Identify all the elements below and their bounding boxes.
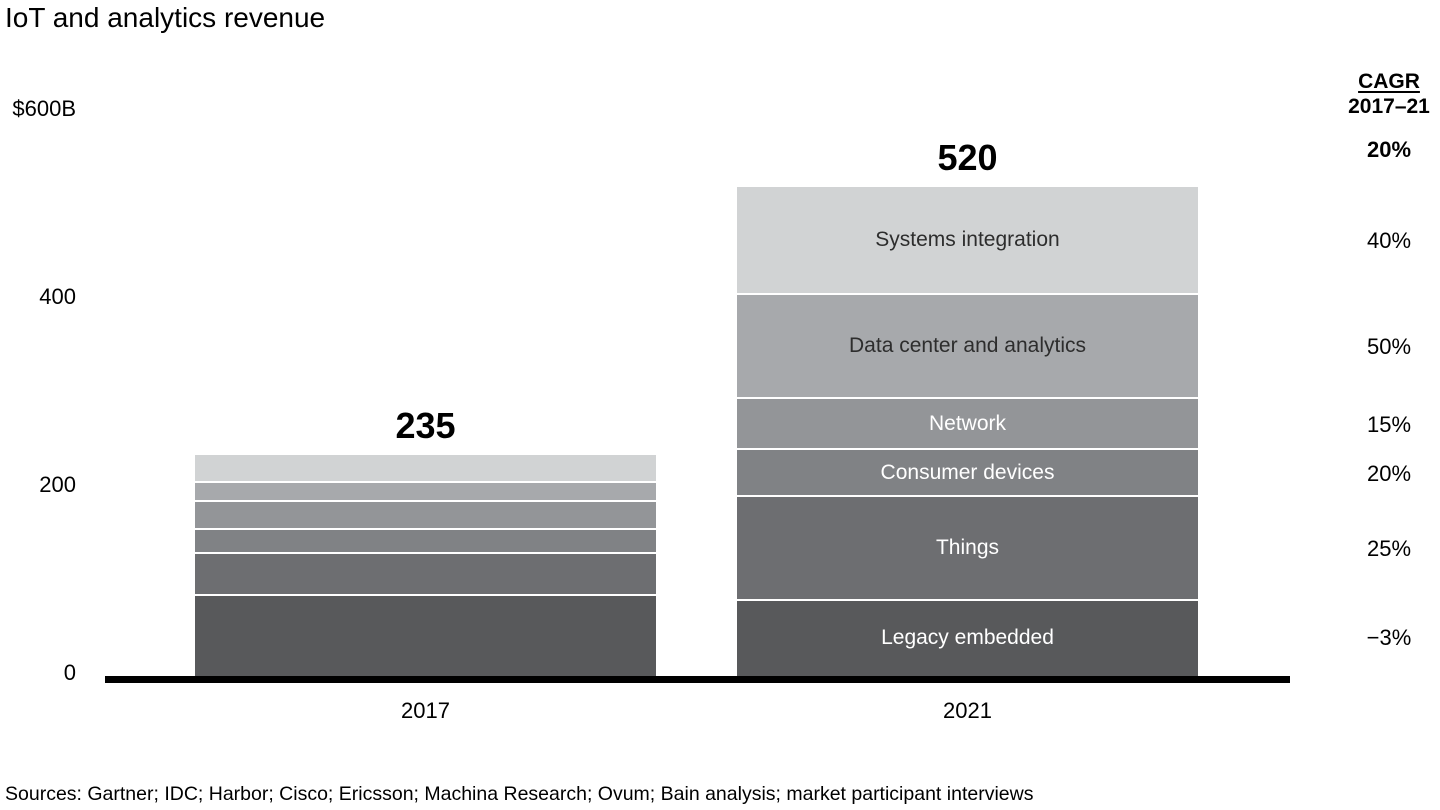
total-label-2021: 520 xyxy=(937,137,998,179)
y-tick-label-400: 400 xyxy=(39,284,76,309)
segment-network-2021: Network xyxy=(737,398,1198,451)
segment-consumer-devices-2017 xyxy=(195,530,656,554)
cagr-value-things: 25% xyxy=(1366,536,1412,562)
segment-label-data-center-and-analytics: Data center and analytics xyxy=(849,333,1086,357)
cagr-header: CAGR 2017–21 xyxy=(1334,69,1440,119)
cagr-value-systems-integration: 40% xyxy=(1366,228,1412,254)
segment-things-2017 xyxy=(195,553,656,597)
segment-label-systems-integration: Systems integration xyxy=(875,228,1060,252)
segment-data-center-and-analytics-2017 xyxy=(195,483,656,503)
chart-title: IoT and analytics revenue xyxy=(5,2,326,33)
cagr-value-data-center-and-analytics: 50% xyxy=(1366,334,1412,359)
sources-line: Sources: Gartner; IDC; Harbor; Cisco; Er… xyxy=(5,783,1034,805)
y-tick-label-200: 200 xyxy=(39,472,76,497)
y-tick-label-600: $600B xyxy=(12,96,76,121)
cagr-header-period: 2017–21 xyxy=(1348,95,1430,118)
x-tick-label-2021: 2021 xyxy=(943,698,992,723)
x-axis-line xyxy=(105,676,1290,683)
cagr-value-network: 15% xyxy=(1366,411,1412,437)
cagr-value-consumer-devices: 20% xyxy=(1366,460,1412,486)
segment-legacy-embedded-2021: Legacy embedded xyxy=(737,600,1198,676)
total-label-2017: 235 xyxy=(395,405,456,447)
segment-legacy-embedded-2017 xyxy=(195,596,656,676)
segment-systems-integration-2021: Systems integration xyxy=(737,187,1198,296)
segment-network-2017 xyxy=(195,502,656,531)
segment-label-things: Things xyxy=(935,536,1000,560)
stacked-bar-2017 xyxy=(195,455,656,676)
cagr-header-title: CAGR xyxy=(1358,70,1420,93)
segment-label-network: Network xyxy=(928,411,1007,435)
segment-data-center-and-analytics-2021: Data center and analytics xyxy=(737,295,1198,399)
segment-things-2021: Things xyxy=(737,497,1198,601)
segment-consumer-devices-2021: Consumer devices xyxy=(737,450,1198,498)
cagr-value-legacy-embedded: −3% xyxy=(1366,625,1412,651)
y-tick-label-0: 0 xyxy=(63,660,76,685)
segment-label-legacy-embedded: Legacy embedded xyxy=(881,626,1054,650)
segment-label-consumer-devices: Consumer devices xyxy=(880,460,1055,484)
x-tick-label-2017: 2017 xyxy=(401,698,450,723)
segment-systems-integration-2017 xyxy=(195,455,656,484)
cagr-value-total: 20% xyxy=(1366,137,1412,163)
stacked-bar-2021: Systems integration Data center and analy… xyxy=(737,187,1198,676)
